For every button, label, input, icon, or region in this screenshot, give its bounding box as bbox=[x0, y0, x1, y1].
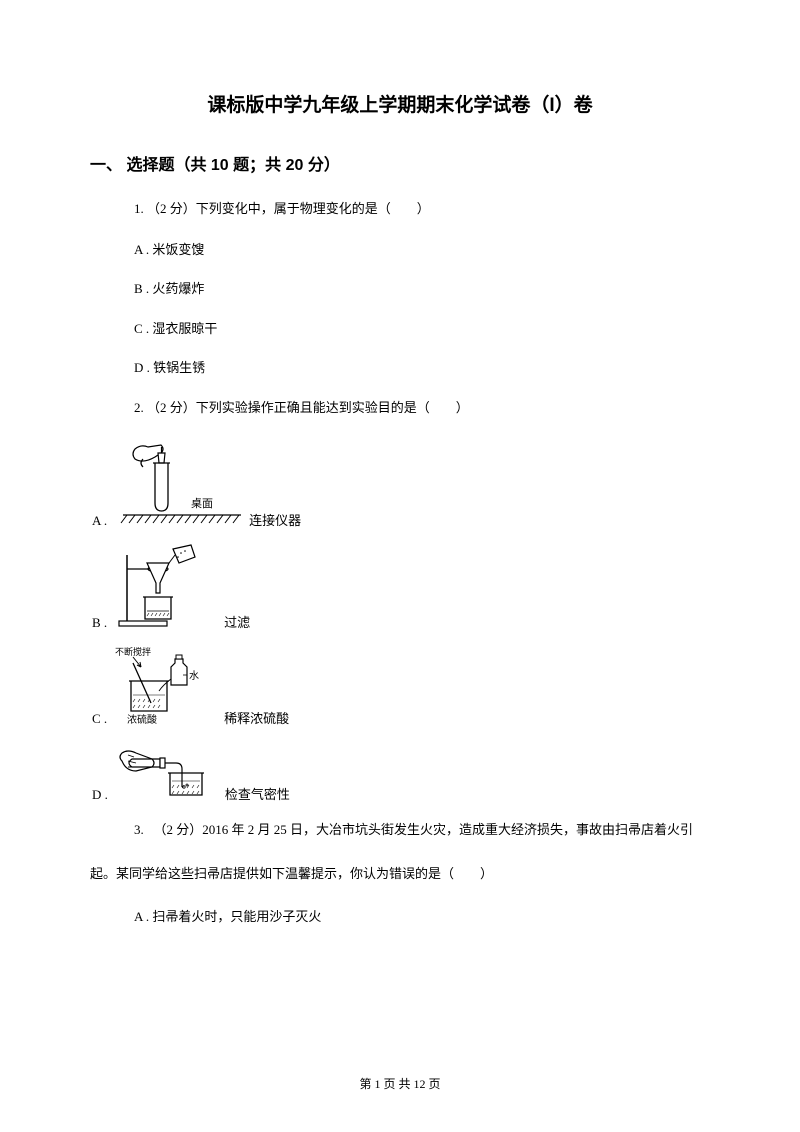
q3-line1: 3. （2 分）2016 年 2 月 25 日，大冶市坑头街发生火灾，造成重大经… bbox=[134, 817, 710, 843]
q2-c-letter: C . bbox=[92, 711, 107, 727]
q2-d-letter: D . bbox=[92, 787, 108, 803]
q1-stem: 1. （2 分）下列变化中，属于物理变化的是（ ） bbox=[134, 199, 710, 220]
q2-c-stir-label: 不断搅拌 bbox=[115, 646, 151, 657]
q1-option-d: D . 铁锅生锈 bbox=[134, 358, 710, 378]
q2-c-acid-label: 浓硫酸 bbox=[127, 713, 157, 726]
page-title: 课标版中学九年级上学期期末化学试卷（I）卷 bbox=[90, 90, 710, 117]
q3-line2: 起。某同学给这些扫帚店提供如下温馨提示，你认为错误的是（ ） bbox=[90, 861, 710, 887]
q2-a-letter: A . bbox=[92, 513, 107, 529]
q3-option-a: A . 扫帚着火时，只能用沙子灭火 bbox=[134, 907, 710, 927]
q2-a-label: 连接仪器 bbox=[249, 510, 301, 529]
q1-option-b: B . 火药爆炸 bbox=[134, 279, 710, 299]
q2-d-label: 检查气密性 bbox=[225, 784, 290, 803]
q2-b-label: 过滤 bbox=[224, 612, 250, 631]
q1-option-c: C . 湿衣服晾干 bbox=[134, 319, 710, 339]
q2-b-letter: B . bbox=[92, 615, 107, 631]
q2-a-table-label: 桌面 bbox=[191, 497, 213, 510]
q2-option-c-row: C . 不断搅拌 bbox=[92, 645, 710, 727]
q2-stem: 2. （2 分）下列实验操作正确且能达到实验目的是（ ） bbox=[134, 398, 710, 419]
q2-c-diagram: 不断搅拌 bbox=[113, 645, 218, 727]
section-header: 一、 选择题（共 10 题；共 20 分） bbox=[90, 151, 710, 175]
q2-option-a-row: A . bbox=[92, 439, 710, 529]
q2-a-diagram: 桌面 bbox=[113, 439, 243, 529]
q2-b-diagram bbox=[113, 543, 218, 631]
q2-option-b-row: B . bbox=[92, 543, 710, 631]
q2-option-d-row: D . bbox=[92, 741, 710, 803]
q1-option-a: A . 米饭变馊 bbox=[134, 240, 710, 260]
q2-c-label: 稀释浓硫酸 bbox=[224, 708, 289, 727]
q2-d-diagram bbox=[114, 741, 219, 803]
q2-c-water-label: 水 bbox=[189, 670, 199, 682]
page-footer: 第 1 页 共 12 页 bbox=[0, 1075, 800, 1092]
